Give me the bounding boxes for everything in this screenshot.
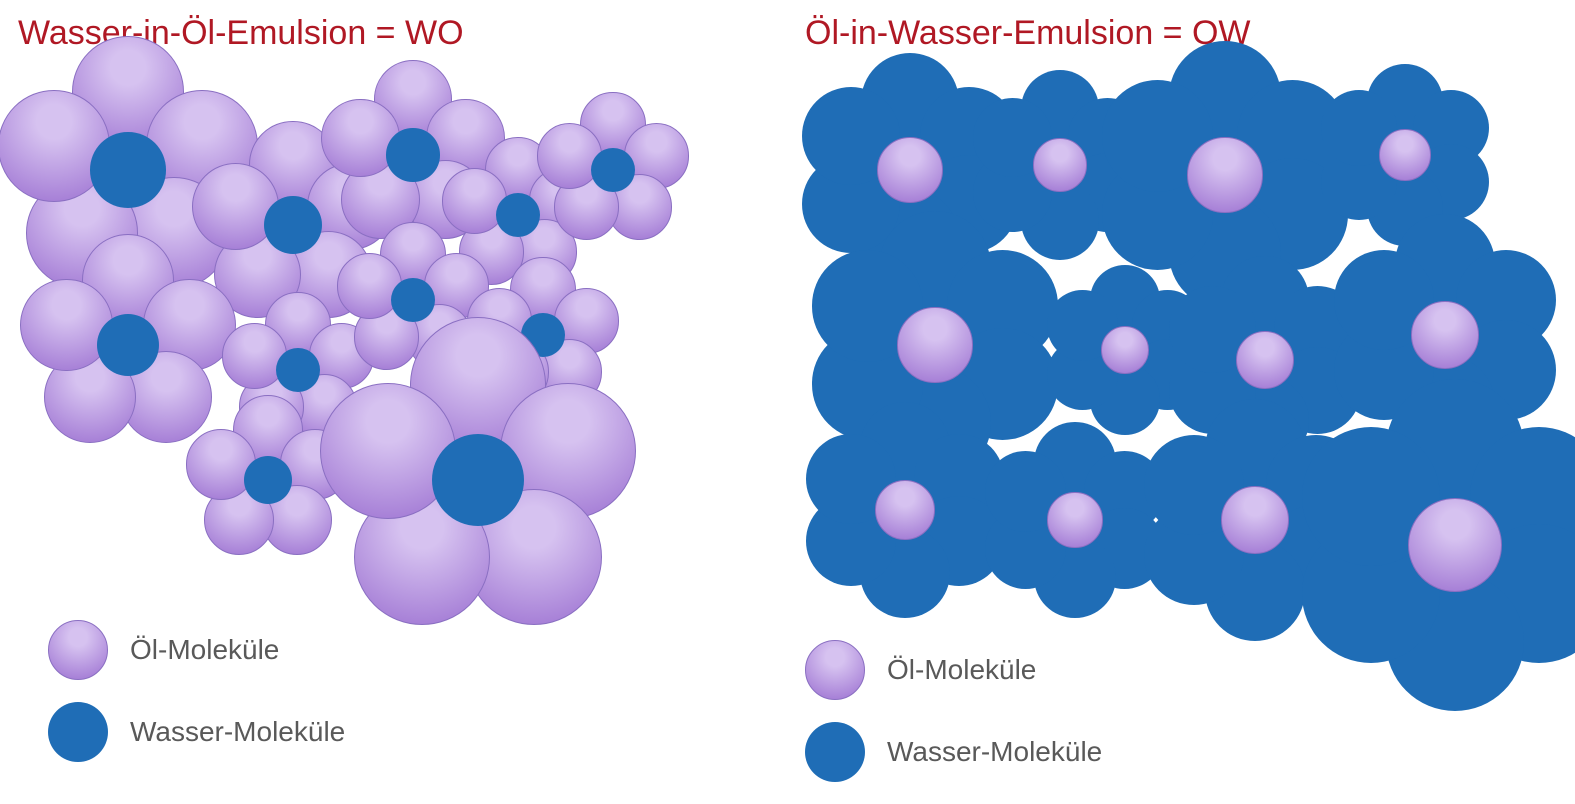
emulsion-panel-ow: Öl-in-Wasser-Emulsion = OW Öl-Moleküle Was… xyxy=(805,0,1575,771)
center-molecule xyxy=(1101,326,1149,374)
center-molecule xyxy=(1187,137,1262,212)
panel-title: Wasser-in-Öl-Emulsion = WO xyxy=(18,14,464,53)
center-molecule xyxy=(90,132,165,207)
legend-label: Öl-Moleküle xyxy=(887,654,1036,686)
center-molecule xyxy=(276,348,320,392)
legend-row: Wasser-Moleküle xyxy=(48,702,345,762)
center-molecule xyxy=(877,137,943,203)
legend: Öl-Moleküle Wasser-Moleküle xyxy=(805,640,1102,804)
center-molecule xyxy=(1379,129,1431,181)
center-molecule xyxy=(496,193,540,237)
emulsion-panel-wo: Wasser-in-Öl-Emulsion = WO Öl-Moleküle Was… xyxy=(18,0,778,771)
legend-row: Öl-Moleküle xyxy=(805,640,1102,700)
center-molecule xyxy=(1411,301,1479,369)
center-molecule xyxy=(1221,486,1289,554)
center-molecule xyxy=(386,128,439,181)
legend-row: Wasser-Moleküle xyxy=(805,722,1102,782)
center-molecule xyxy=(897,307,972,382)
center-molecule xyxy=(97,314,160,377)
legend-label: Wasser-Moleküle xyxy=(130,716,345,748)
legend-label: Wasser-Moleküle xyxy=(887,736,1102,768)
legend: Öl-Moleküle Wasser-Moleküle xyxy=(48,620,345,784)
center-molecule xyxy=(1047,492,1102,547)
legend-row: Öl-Moleküle xyxy=(48,620,345,680)
center-molecule xyxy=(432,434,524,526)
oil-swatch-icon xyxy=(48,620,108,680)
center-molecule xyxy=(1408,498,1502,592)
center-molecule xyxy=(1033,138,1086,191)
panel-title: Öl-in-Wasser-Emulsion = OW xyxy=(805,14,1251,53)
center-molecule xyxy=(244,456,292,504)
center-molecule xyxy=(591,148,635,192)
water-swatch-icon xyxy=(805,722,865,782)
legend-label: Öl-Moleküle xyxy=(130,634,279,666)
oil-swatch-icon xyxy=(805,640,865,700)
center-molecule xyxy=(391,278,435,322)
water-swatch-icon xyxy=(48,702,108,762)
